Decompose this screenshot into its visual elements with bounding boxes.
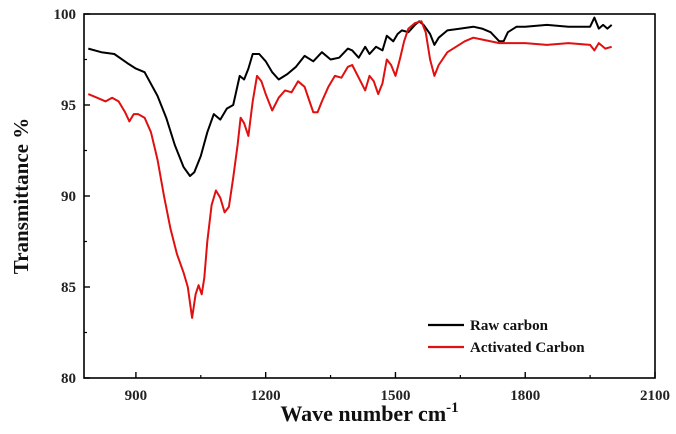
x-tick-label: 1200	[251, 388, 281, 404]
x-tick-label: 2100	[640, 388, 670, 404]
series-line-activated-carbon	[87, 20, 612, 319]
x-tick-label: 1500	[380, 388, 410, 404]
x-tick-label: 900	[125, 388, 148, 404]
y-tick-label: 90	[61, 189, 76, 205]
x-tick-label: 1800	[510, 388, 540, 404]
y-tick-label: 80	[61, 371, 76, 387]
plot-area	[83, 13, 656, 379]
legend-label: Raw carbon	[470, 318, 549, 334]
x-axis-title-superscript: -1	[446, 400, 459, 416]
y-tick-label: 95	[61, 98, 76, 114]
axis-layer: 900 1200 1500 1800 2100 80 85 90 95 100 Wave numbe…	[9, 7, 670, 426]
plot-frame	[83, 13, 656, 379]
legend: Raw carbon Activated Carbon	[428, 318, 585, 356]
x-axis-title-text: Wave number cm	[280, 401, 446, 426]
series-layer	[87, 16, 613, 319]
y-axis-title: Transmittance %	[9, 118, 33, 275]
y-tick-label: 100	[54, 7, 77, 23]
series-line-raw-carbon	[88, 16, 613, 177]
legend-label: Activated Carbon	[470, 340, 585, 356]
y-tick-label: 85	[61, 280, 76, 296]
x-axis-title: Wave number cm-1	[280, 400, 458, 426]
